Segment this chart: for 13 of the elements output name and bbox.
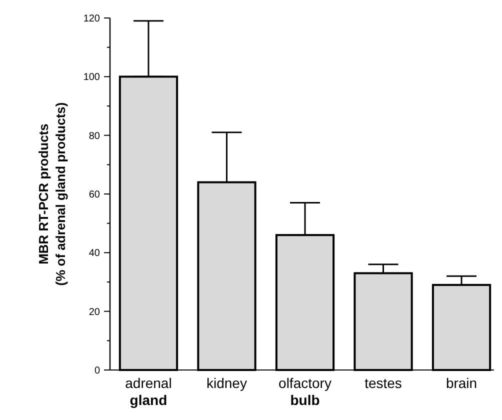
- x-tick-label: olfactory bulb: [278, 375, 332, 408]
- x-tick-label: testes: [364, 375, 402, 391]
- y-tick-label: 40: [88, 248, 100, 260]
- y-tick-label: 20: [88, 306, 100, 318]
- x-tick-label: adrenal gland: [125, 375, 172, 408]
- x-tick-label: brain: [446, 375, 478, 391]
- x-tick-label: kidney: [206, 375, 247, 391]
- y-tick-label: 60: [88, 190, 100, 200]
- y-tick-label: 120: [83, 14, 100, 24]
- y-axis-title: MBR RT-PCR products (% of adrenal gland products): [36, 102, 68, 286]
- y-tick-label: 80: [88, 130, 100, 142]
- y-tick-label: 0: [94, 366, 100, 376]
- y-tick-label: 100: [83, 72, 100, 84]
